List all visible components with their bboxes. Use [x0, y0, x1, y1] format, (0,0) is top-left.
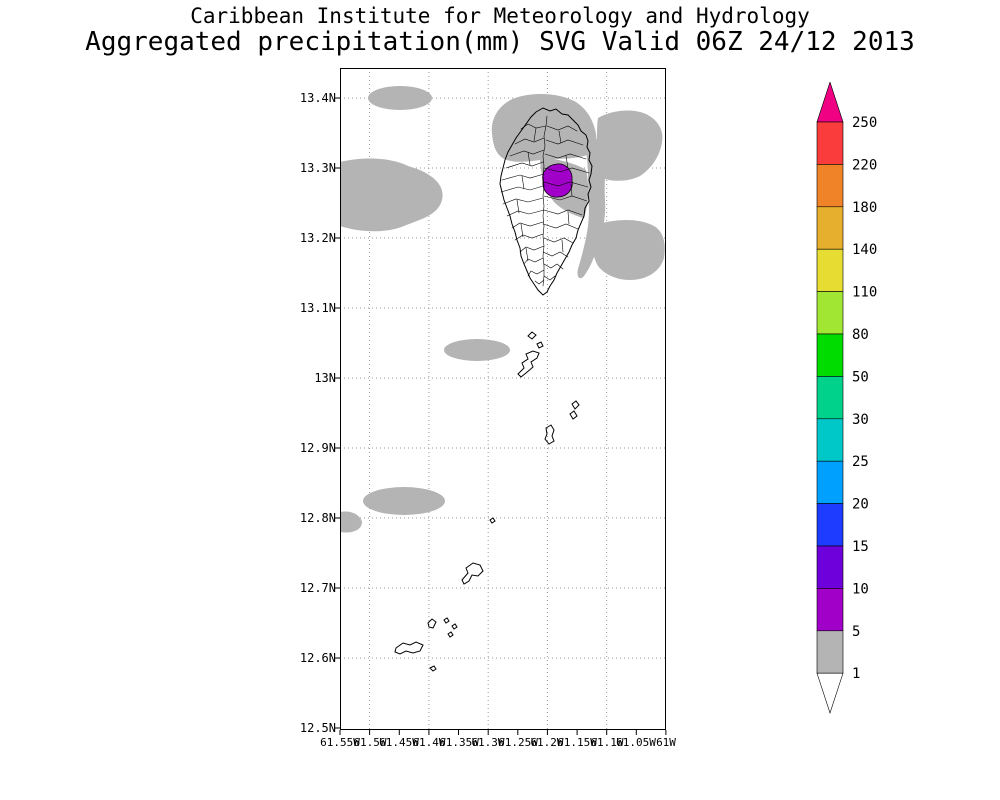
x-axis-label: 61.55W	[320, 736, 360, 749]
colorbar-segment	[816, 503, 844, 547]
page-title: Caribbean Institute for Meteorology and …	[190, 4, 810, 28]
colorbar-segment	[816, 545, 844, 589]
colorbar-segment	[816, 588, 844, 632]
x-axis-label: 61.25W	[498, 736, 538, 749]
colorbar-label: 50	[852, 369, 869, 385]
colorbar-label: 1	[852, 666, 860, 682]
x-axis-label: 61.4W	[412, 736, 446, 749]
map-frame-border	[340, 68, 666, 730]
y-axis-label: 12.6N	[299, 651, 336, 665]
x-axis-label: 61.1W	[590, 736, 624, 749]
coastlines	[394, 107, 593, 672]
x-axis-label: 61.2W	[530, 736, 564, 749]
grenadines-islands	[394, 331, 580, 672]
colorbar-label: 80	[852, 327, 869, 343]
st-vincent-island	[499, 107, 593, 296]
colorbar-svg: 250 220 180 140 110 80 50 30 25 20 15 10…	[816, 81, 877, 714]
colorbar-segment	[816, 206, 844, 250]
colorbar-label: 10	[852, 581, 869, 597]
colorbar-label: 140	[852, 242, 877, 258]
y-axis-label: 12.8N	[299, 511, 336, 525]
x-axis-label: 61.15W	[557, 736, 597, 749]
colorbar-segment	[816, 164, 844, 208]
x-axis-label: 61.3W	[471, 736, 505, 749]
colorbar-segment	[816, 291, 844, 335]
colorbar-label: 20	[852, 497, 869, 513]
colorbar-segment	[816, 248, 844, 292]
map-plot	[335, 68, 667, 735]
colorbar-segment	[816, 418, 844, 462]
axis-ticks	[335, 97, 667, 735]
y-axis-label: 13.3N	[299, 161, 336, 175]
x-axis-label: 61.45W	[379, 736, 419, 749]
y-axis-label: 13.2N	[299, 231, 336, 245]
y-axis-label: 13.4N	[299, 91, 336, 105]
precip-shading-light	[340, 86, 665, 533]
colorbar-label: 15	[852, 539, 869, 555]
colorbar-label: 250	[852, 115, 877, 131]
colorbar-segment	[816, 121, 844, 165]
y-axis-label: 13N	[314, 371, 336, 385]
colorbar-label: 25	[852, 454, 869, 470]
y-axis-label: 12.9N	[299, 441, 336, 455]
y-axis-label: 12.7N	[299, 581, 336, 595]
watershed-lines	[500, 115, 590, 287]
x-axis-label: 61.05W	[616, 736, 656, 749]
map-area: 13.4N 13.3N 13.2N 13.1N 13N 12.9N 12.8N …	[292, 68, 712, 778]
colorbar-segment	[816, 630, 844, 674]
colorbar-segment	[816, 460, 844, 504]
colorbar: 250 220 180 140 110 80 50 30 25 20 15 10…	[816, 81, 926, 742]
colorbar-label: 5	[852, 624, 860, 640]
page-subtitle: Aggregated precipitation(mm) SVG Valid 0…	[85, 27, 915, 57]
y-axis-label: 13.1N	[299, 301, 336, 315]
x-axis-label: 61.5W	[353, 736, 387, 749]
colorbar-top-arrow	[816, 81, 844, 123]
colorbar-label: 30	[852, 412, 869, 428]
colorbar-label: 180	[852, 200, 877, 216]
colorbar-label: 220	[852, 157, 877, 173]
x-axis-label: 61.35W	[439, 736, 479, 749]
colorbar-bottom-arrow	[816, 672, 844, 714]
colorbar-segment	[816, 376, 844, 420]
x-axis-label: 61W	[656, 736, 676, 749]
colorbar-segment	[816, 333, 844, 377]
y-axis-label: 12.5N	[299, 721, 336, 735]
colorbar-label: 110	[852, 285, 877, 301]
